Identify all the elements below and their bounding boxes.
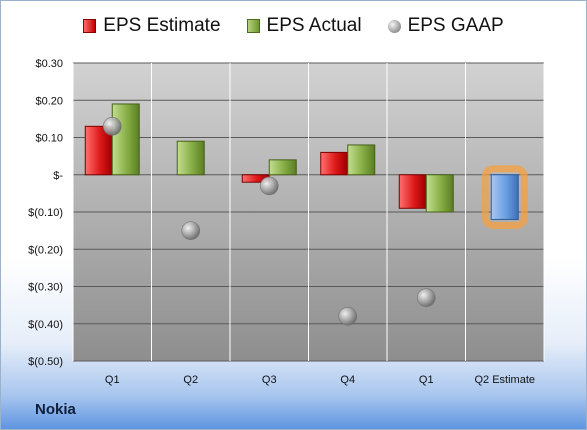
y-tick-label: $0.10: [35, 133, 63, 145]
y-tick-label: $0.20: [35, 95, 63, 107]
y-tick-label: $(0.50): [28, 356, 63, 368]
legend-item-estimate: EPS Estimate: [83, 15, 221, 37]
x-tick-label: Q2: [183, 374, 198, 386]
company-name: Nokia: [35, 401, 76, 418]
y-axis-tick-labels: $0.30 $0.20 $0.10 $- $(0.10) $(0.20) $(0.30) $(…: [28, 58, 63, 368]
bar-eps-estimate: [398, 174, 427, 209]
y-tick-label: $(0.10): [28, 207, 63, 219]
legend-label-actual: EPS Actual: [266, 15, 362, 36]
y-tick-label: $0.30: [35, 58, 63, 70]
marker-eps-gaap: [338, 306, 358, 326]
bar-eps-estimate: [320, 151, 349, 176]
forecast-glow: [481, 165, 528, 229]
estimate-swatch: [83, 19, 97, 33]
legend-item-gaap: EPS GAAP: [387, 15, 504, 37]
y-tick-label: $(0.20): [28, 244, 63, 256]
marker-eps-gaap: [102, 117, 122, 136]
gridlines: [72, 62, 545, 362]
actual-swatch: [246, 19, 260, 33]
y-tick-label: $(0.40): [28, 319, 63, 331]
bar-eps-actual: [347, 144, 376, 176]
legend-label-gaap: EPS GAAP: [407, 15, 504, 36]
marker-eps-gaap: [259, 176, 279, 196]
bar-eps-estimate-forecast: [490, 174, 519, 220]
y-tick-label: $-: [53, 170, 63, 182]
marker-eps-gaap: [416, 288, 436, 307]
x-tick-label: Q4: [340, 374, 355, 386]
x-axis-tick-labels: Q1 Q2 Q3 Q4 Q1 Q2 Estimate: [105, 374, 535, 386]
y-tick-label: $(0.30): [28, 282, 63, 294]
data-marks: [84, 103, 528, 326]
legend-label-estimate: EPS Estimate: [103, 15, 221, 36]
x-tick-label: Q1: [105, 374, 120, 386]
bar-eps-actual: [176, 140, 205, 176]
x-tick-label: Q2 Estimate: [474, 374, 535, 386]
gaap-swatch: [387, 19, 401, 33]
chart-legend: EPS Estimate EPS Actual EPS GAAP: [1, 15, 586, 37]
legend-item-actual: EPS Actual: [246, 15, 362, 37]
bar-eps-actual: [111, 103, 140, 176]
marker-eps-gaap: [181, 221, 201, 240]
x-tick-label: Q3: [262, 374, 277, 386]
bar-eps-actual: [425, 174, 454, 213]
bar-eps-actual: [268, 159, 297, 176]
x-tick-label: Q1: [419, 374, 434, 386]
